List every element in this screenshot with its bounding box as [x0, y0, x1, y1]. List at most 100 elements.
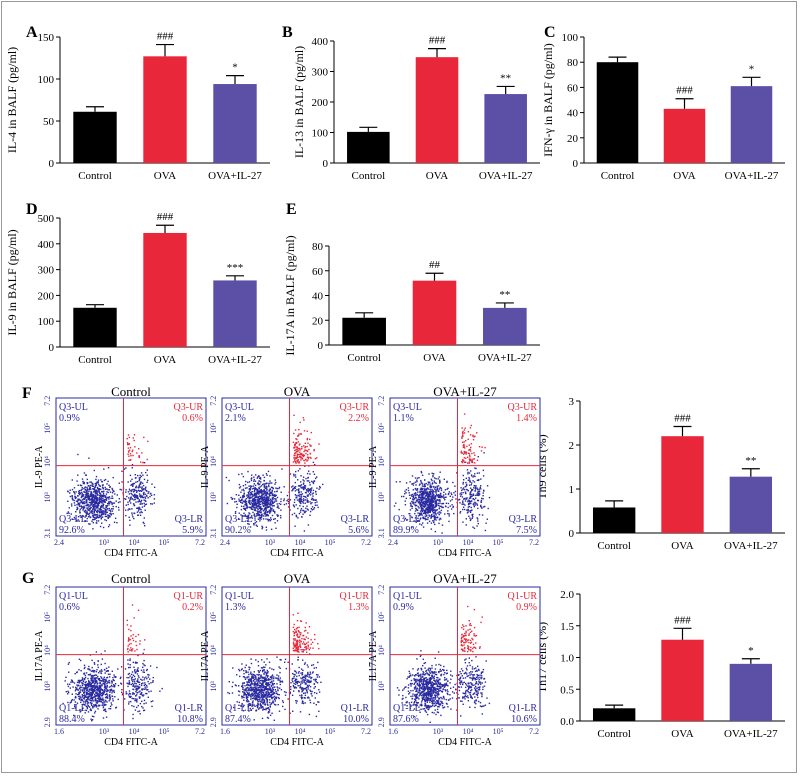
bar-ova — [663, 108, 706, 163]
x-tick-label: 10⁵ — [159, 538, 170, 547]
quadrant-name: Q3-LL — [393, 514, 421, 525]
x-tick-label: Control — [597, 728, 631, 740]
y-tick-label: 10⁴ — [377, 456, 386, 467]
dot-cloud — [66, 434, 156, 530]
significance-mark: ** — [500, 72, 511, 84]
bar-ova-il-27 — [729, 663, 773, 721]
y-tick-label: 1.5 — [560, 621, 574, 633]
x-tick-label: Control — [601, 170, 635, 182]
panel-label: B — [282, 24, 293, 41]
bar-ova — [661, 639, 704, 721]
y-tick-label: 10⁴ — [43, 456, 52, 467]
y-tick-label: 100 — [38, 74, 55, 86]
y-tick-label: 10⁴ — [209, 645, 218, 656]
y-tick-label: 10⁵ — [209, 612, 218, 623]
x-tick-label: 10³ — [433, 727, 444, 736]
significance-mark: * — [749, 63, 755, 75]
x-tick-label: OVA — [154, 170, 176, 182]
x-axis-label: CD4 FITC-A — [438, 737, 492, 748]
bar-ova — [415, 57, 459, 163]
y-tick-label: 0 — [569, 528, 575, 540]
y-tick-label: 200 — [312, 97, 329, 109]
y-tick-label: 2 — [569, 440, 575, 452]
significance-mark: *** — [227, 262, 244, 274]
significance-mark: ** — [745, 455, 756, 467]
quadrant-name: Q1-UR — [508, 591, 538, 602]
y-tick-label: 10⁵ — [43, 612, 52, 623]
y-axis-label: IL-4 in BALF (pg/ml) — [5, 47, 19, 153]
y-tick-label: 20 — [567, 133, 579, 145]
quadrant-name: Q3-LR — [509, 514, 538, 525]
bar-ova-il-27 — [213, 280, 257, 347]
quadrant-percent: 0.2% — [182, 602, 203, 613]
x-tick-label: 1.6 — [388, 727, 398, 736]
y-axis-label: IL17A PE-A — [368, 630, 379, 682]
y-tick-label: 0 — [49, 158, 55, 170]
bar-ova — [143, 232, 187, 347]
y-tick-label: 10⁵ — [377, 612, 386, 623]
quadrant-name: Q3-UR — [508, 402, 538, 413]
x-tick-label: 2.4 — [220, 538, 230, 547]
panel-label: E — [286, 201, 297, 218]
x-tick-label: 7.2 — [361, 727, 371, 736]
x-tick-label: OVA — [673, 170, 695, 182]
quadrant-name: Q3-LL — [225, 514, 253, 525]
bar-control — [596, 62, 639, 164]
quadrant-percent: 7.5% — [516, 525, 537, 536]
y-tick-label: 2.9 — [377, 717, 386, 727]
quadrant-percent: 92.6% — [59, 525, 85, 536]
x-axis-label: CD4 FITC-A — [104, 737, 158, 748]
x-tick-label: 7.2 — [529, 538, 539, 547]
x-tick-label: 10³ — [99, 727, 110, 736]
y-tick-label: 3 — [569, 396, 575, 408]
quadrant-percent: 87.6% — [393, 714, 419, 725]
y-tick-label: 3.1 — [377, 528, 386, 538]
significance-mark: ### — [157, 211, 174, 223]
quadrant-name: Q3-LL — [59, 514, 87, 525]
bar-ova-il-27 — [484, 94, 527, 163]
x-tick-label: OVA — [154, 354, 176, 366]
x-tick-label: OVA+IL-27 — [208, 354, 262, 366]
quadrant-percent: 2.2% — [348, 413, 369, 424]
flow-plot-title: OVA+IL-27 — [433, 571, 497, 586]
significance-mark: ### — [157, 31, 174, 43]
x-tick-label: 10⁵ — [325, 538, 336, 547]
bar-ova-il-27 — [483, 307, 527, 345]
x-axis-label: CD4 FITC-A — [438, 548, 492, 559]
bar-ova — [661, 436, 704, 533]
y-tick-label: 100 — [312, 128, 329, 140]
x-tick-label: OVA+IL-27 — [724, 540, 778, 552]
quadrant-name: Q1-LR — [175, 703, 204, 714]
y-tick-label: 0 — [323, 158, 329, 170]
dot-cloud — [396, 605, 491, 723]
y-tick-label: 10³ — [209, 492, 218, 503]
y-tick-label: 10³ — [377, 492, 386, 503]
bar-chart-C: C 0 20 40 60 80 100 IFN-γ in BALF (pg/ml) Contro… — [541, 24, 785, 182]
y-tick-label: 10³ — [209, 681, 218, 692]
y-tick-label: 300 — [312, 67, 329, 79]
quadrant-percent: 89.9% — [393, 525, 419, 536]
quadrant-percent: 2.1% — [225, 413, 246, 424]
quadrant-percent: 0.9% — [516, 602, 537, 613]
y-tick-label: 400 — [38, 239, 55, 251]
bar-chart-B: B 0 100 200 300 400 IL-13 in BALF (pg/ml) Contr… — [282, 24, 540, 182]
bar-control — [592, 507, 636, 533]
quadrant-name: Q3-LR — [175, 514, 204, 525]
y-axis-label: IL-13 in BALF (pg/ml) — [292, 46, 306, 158]
x-tick-label: Control — [597, 540, 631, 552]
y-axis-label: IL17A PE-A — [200, 630, 211, 682]
y-tick-label: 300 — [38, 265, 55, 277]
x-axis-label: CD4 FITC-A — [104, 548, 158, 559]
flow-plot-title: OVA — [284, 384, 311, 399]
y-tick-label: 20 — [312, 315, 324, 327]
dot-cloud — [393, 413, 491, 534]
x-tick-label: 10³ — [265, 727, 276, 736]
flow-plot-title: OVA+IL-27 — [433, 384, 497, 399]
x-tick-label: 10³ — [433, 538, 444, 547]
quadrant-name: Q3-UL — [393, 402, 422, 413]
